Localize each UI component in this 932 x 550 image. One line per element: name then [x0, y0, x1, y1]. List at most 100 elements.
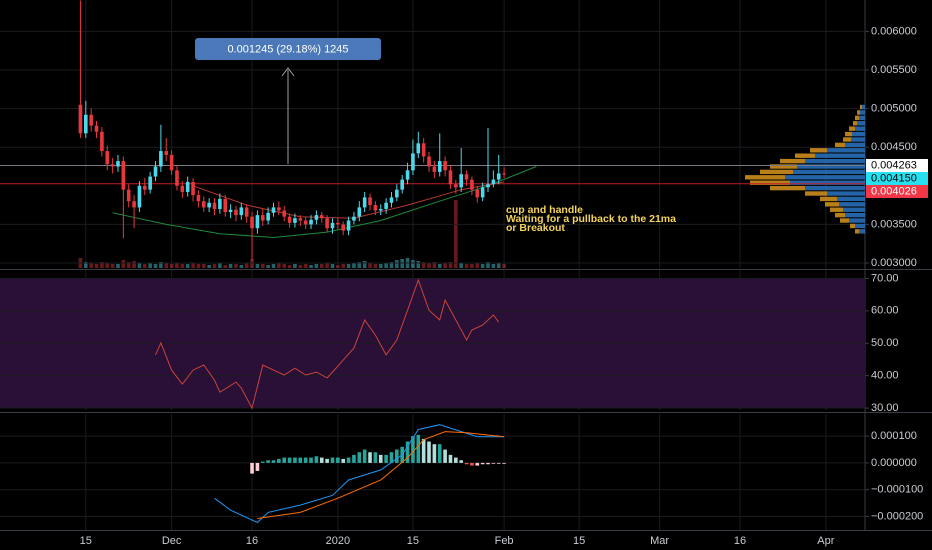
- volume-bar: [416, 261, 421, 268]
- macd-bar: [378, 454, 383, 463]
- profile-down: [835, 142, 845, 148]
- volume-bar: [303, 264, 308, 268]
- candle-body: [244, 207, 249, 217]
- profile-down: [805, 191, 827, 196]
- y-tick-label: 70.00: [871, 272, 899, 284]
- candle-body: [132, 201, 136, 208]
- volume-bar: [336, 265, 340, 268]
- x-tick-label: 2020: [326, 535, 350, 547]
- volume-bar: [260, 264, 265, 268]
- price-label-box: [866, 158, 928, 172]
- profile-down: [770, 185, 805, 191]
- macd-bar: [260, 461, 265, 463]
- volume-bar: [201, 264, 206, 268]
- volume-bar: [352, 263, 356, 268]
- macd-bar: [454, 457, 458, 463]
- macd-bar: [384, 454, 388, 463]
- macd-bar: [346, 457, 351, 463]
- volume-bar: [126, 262, 131, 268]
- volume-bar: [89, 263, 93, 268]
- profile-up: [860, 110, 865, 115]
- profile-down: [820, 196, 837, 202]
- volume-bar: [110, 264, 115, 268]
- annotation: cup and handle: [506, 204, 583, 216]
- annotation: Waiting for a pullback to the 21ma: [506, 213, 676, 225]
- candle-body: [502, 173, 506, 175]
- candle-body: [148, 176, 152, 190]
- y-tick-label: 0.005000: [871, 103, 917, 115]
- profile-up: [852, 131, 865, 137]
- candle-body: [89, 114, 93, 126]
- profile-down: [840, 218, 849, 223]
- profile-up: [805, 158, 865, 164]
- profile-down: [795, 153, 815, 158]
- candle-body: [175, 170, 179, 186]
- profile-down: [855, 229, 859, 234]
- candle-body: [78, 104, 83, 134]
- y-tick-label: 30.00: [871, 402, 899, 414]
- macd-bar: [432, 444, 437, 463]
- candle-body: [411, 153, 415, 171]
- candle-body: [116, 161, 120, 167]
- volume-bar: [325, 263, 329, 268]
- volume-bar: [153, 264, 158, 268]
- candle-body: [212, 202, 217, 209]
- indicator-line: [257, 431, 505, 519]
- macd-bar: [475, 462, 480, 466]
- candle-body: [362, 197, 367, 208]
- candle-body: [298, 218, 303, 221]
- volume-bar: [432, 262, 437, 268]
- price-label: 0.004150: [871, 172, 917, 184]
- y-tick-label: 60.00: [871, 305, 899, 317]
- y-tick-label: −0.000200: [871, 510, 923, 522]
- volume-bar: [137, 263, 142, 268]
- profile-up: [805, 185, 865, 191]
- volume-bar: [346, 264, 351, 268]
- macd-bar: [368, 452, 372, 463]
- candle-body: [196, 195, 201, 202]
- volume-bar: [309, 265, 313, 268]
- candle-body: [282, 210, 287, 217]
- macd-bar: [325, 458, 329, 463]
- profile-up: [790, 180, 865, 185]
- volume-bar: [464, 264, 469, 268]
- candle-body: [255, 215, 260, 229]
- candle-body: [260, 215, 265, 221]
- candle-body: [126, 189, 131, 202]
- macd-bar: [411, 436, 415, 463]
- candle-body: [159, 151, 163, 167]
- macd-bar: [309, 457, 313, 463]
- volume-bar: [480, 264, 485, 268]
- volume-bar: [373, 264, 378, 268]
- volume-bar: [443, 263, 447, 268]
- measure-arrowhead: [281, 67, 295, 77]
- y-tick-label: 50.00: [871, 337, 899, 349]
- volume-bar: [400, 259, 405, 268]
- macd-bar: [298, 457, 303, 463]
- candle-body: [180, 185, 185, 192]
- profile-down: [843, 137, 851, 142]
- volume-bar: [395, 260, 399, 268]
- volume-bar: [411, 260, 415, 268]
- volume-bar: [212, 264, 217, 268]
- volume-bar: [282, 264, 287, 268]
- profile-down: [835, 212, 845, 218]
- profile-down: [825, 202, 839, 207]
- macd-bar: [502, 462, 506, 464]
- macd-bar: [464, 462, 469, 465]
- x-tick-label: 15: [573, 535, 585, 547]
- profile-down: [750, 180, 790, 185]
- candle-body: [309, 219, 313, 225]
- candle-body: [287, 216, 292, 223]
- y-tick-label: 0.003000: [871, 257, 917, 269]
- volume-bar: [121, 260, 126, 268]
- profile-down: [760, 169, 793, 175]
- macd-bar: [319, 457, 324, 463]
- candle-body: [293, 218, 297, 223]
- y-tick-label: 0.005500: [871, 64, 917, 76]
- profile-up: [793, 169, 865, 175]
- candle-body: [277, 207, 281, 211]
- macd-bar: [421, 438, 426, 463]
